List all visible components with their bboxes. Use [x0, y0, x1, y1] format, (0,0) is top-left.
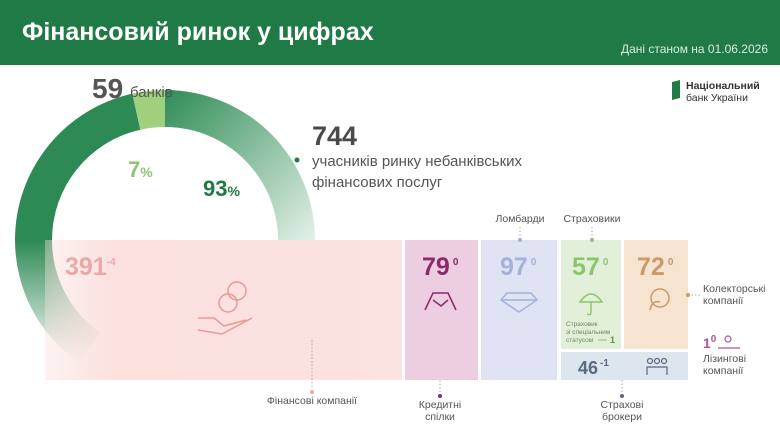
icon-people: [646, 357, 668, 375]
logo-line: Національний: [686, 80, 760, 92]
nonbank-share: 93%: [203, 176, 240, 201]
logo-icon: [672, 80, 680, 100]
icon-coins: [197, 281, 253, 335]
box-collector: [624, 240, 688, 349]
label-lombard: Ломбарди: [495, 213, 544, 225]
title: Фінансовий ринок у цифрах: [22, 18, 374, 46]
box-lombard: [481, 240, 557, 380]
value-collector: 72 0: [637, 253, 674, 281]
icon-leasing: [718, 335, 740, 349]
note-text: зі спеціальним: [566, 328, 611, 336]
value-lombard: 97 0: [500, 253, 537, 281]
date: Дані станом на 01.06.2026: [621, 42, 768, 56]
note-text: статусом: [566, 337, 594, 344]
ring-nonbank: [165, 90, 315, 240]
icon-phone: [649, 288, 670, 311]
label-finance: Фінансові компанії: [267, 395, 357, 407]
label-broker: брокери: [602, 411, 642, 423]
icon-umbrella: [578, 293, 604, 316]
icon-handshake: [424, 292, 457, 311]
leader-dots: [310, 238, 690, 398]
label-leasing: компанії: [703, 365, 743, 377]
label-leasing: Лізингові: [703, 353, 746, 365]
pointer-dot: [294, 157, 300, 163]
label-insurer: Страховики: [564, 213, 621, 225]
note-value: 1: [610, 335, 615, 345]
value-broker: 46 -1: [578, 358, 609, 378]
ring-nonbank: [15, 93, 141, 240]
value-credit: 79 0: [422, 253, 459, 281]
header-bar: [0, 0, 780, 65]
box-credit: [405, 240, 478, 380]
banks-share: 7%: [128, 157, 153, 182]
value-insurer: 57 0: [572, 253, 609, 281]
box-broker: [561, 352, 688, 380]
label-credit: Кредитні: [419, 399, 462, 411]
note-text: Страховик: [566, 321, 598, 328]
label-collector: Колекторські: [703, 283, 765, 295]
ring-banks: [132, 90, 165, 130]
nonbank-label: фінансових послуг: [312, 174, 443, 191]
leaders: [311, 227, 700, 393]
logo: Національний банк України: [672, 80, 760, 104]
nonbank-count: 744: [312, 121, 357, 151]
nonbank-label: учасників ринку небанківських: [312, 153, 523, 170]
label-collector: компанії: [703, 295, 743, 307]
icon-diamond: [499, 292, 539, 313]
banks-label: банків: [130, 84, 173, 101]
value-leasing: 10: [703, 334, 717, 351]
banks-count: 59: [92, 73, 123, 104]
label-credit: спілки: [425, 411, 455, 423]
value-finance: 391-4: [65, 253, 116, 281]
label-broker: Страхові: [601, 399, 644, 411]
logo-line: банк України: [686, 92, 748, 104]
